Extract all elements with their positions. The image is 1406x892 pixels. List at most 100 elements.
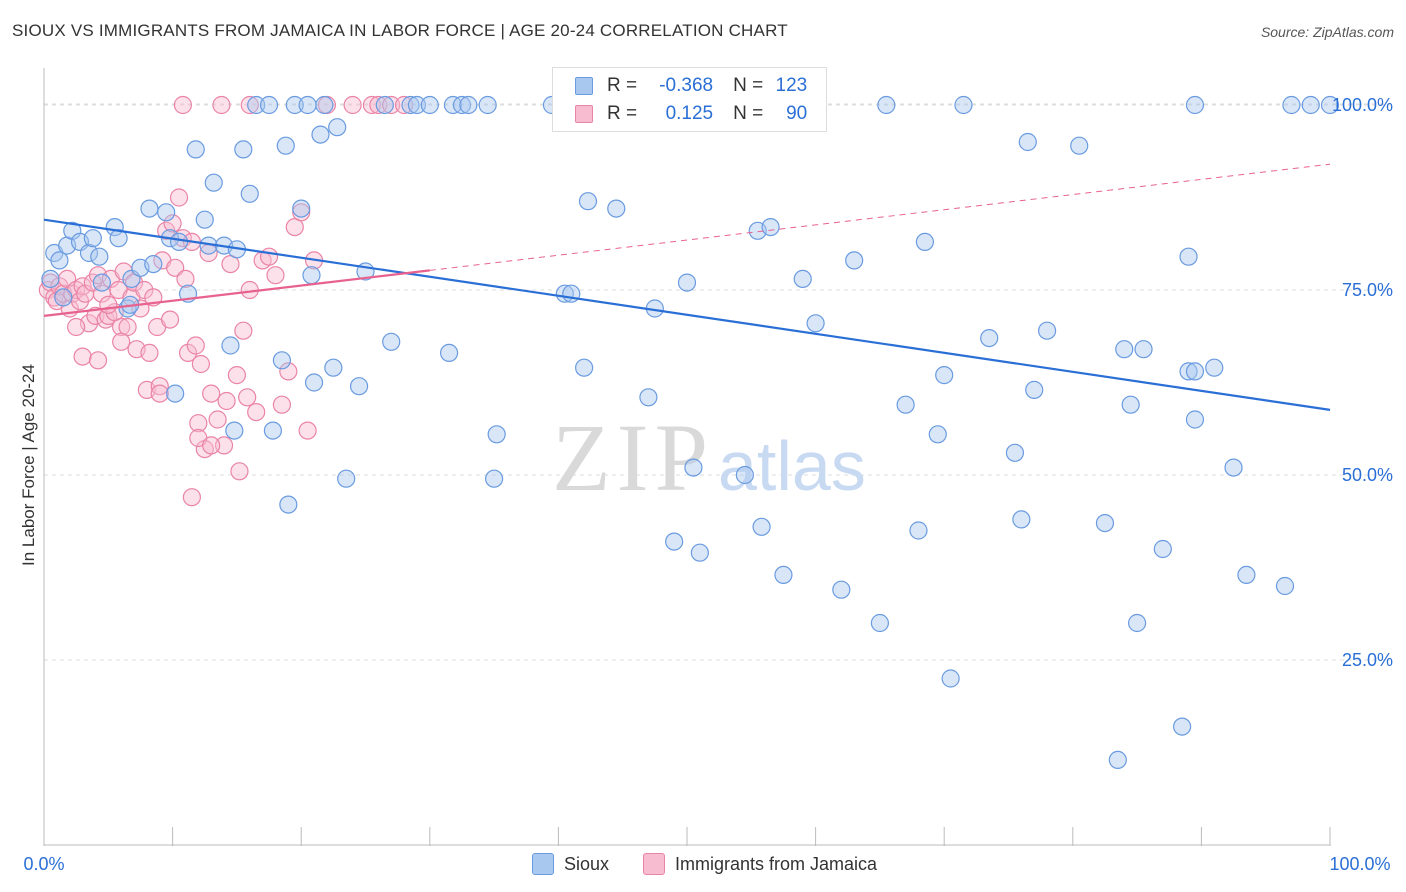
sioux-point bbox=[665, 532, 684, 551]
jamaica-point bbox=[247, 403, 266, 422]
jamaica-point bbox=[86, 306, 105, 325]
sioux-point bbox=[1095, 513, 1115, 533]
jamaica-point bbox=[88, 351, 108, 370]
sioux-point bbox=[285, 95, 304, 115]
sioux-point bbox=[315, 95, 334, 115]
sioux-point bbox=[677, 273, 697, 292]
watermark-atlas: atlas bbox=[718, 427, 866, 505]
sioux-point bbox=[1224, 458, 1243, 477]
sioux-point bbox=[439, 343, 459, 362]
sioux-point bbox=[276, 136, 295, 155]
sioux-legend-label: Sioux bbox=[564, 853, 610, 874]
sioux-point bbox=[204, 173, 223, 192]
jamaica-point bbox=[382, 95, 401, 115]
jamaica-point bbox=[99, 295, 118, 314]
sioux-point bbox=[90, 247, 109, 266]
r-value: 0.125 bbox=[665, 103, 714, 124]
sioux-point bbox=[221, 336, 240, 355]
sioux-point bbox=[298, 95, 317, 115]
jamaica-swatch bbox=[575, 105, 593, 123]
sioux-point bbox=[478, 95, 497, 115]
sioux-point bbox=[1127, 613, 1147, 633]
jamaica-point bbox=[169, 188, 189, 207]
sioux-point bbox=[144, 255, 163, 274]
n-label: N = bbox=[733, 103, 764, 124]
sioux-point bbox=[575, 358, 594, 377]
sioux-point bbox=[157, 203, 176, 222]
jamaica-point bbox=[176, 269, 195, 288]
jamaica-point bbox=[279, 362, 298, 381]
trend-lines bbox=[43, 163, 1331, 411]
tick-labels: 25.0% 50.0% 75.0% 100.0% 0.0% 100.0% bbox=[23, 95, 1393, 874]
sioux-point bbox=[311, 125, 330, 144]
jamaica-point bbox=[217, 391, 236, 411]
sioux-point bbox=[1179, 362, 1198, 381]
jamaica-trend-extension bbox=[429, 163, 1331, 271]
sioux-point bbox=[690, 543, 709, 562]
jamaica-point bbox=[298, 421, 317, 440]
jamaica-point bbox=[214, 436, 234, 455]
sioux-point bbox=[870, 613, 890, 633]
sioux-point bbox=[420, 95, 439, 115]
n-value: 123 bbox=[775, 75, 808, 96]
sioux-point bbox=[1301, 95, 1320, 115]
sioux-point bbox=[328, 118, 347, 137]
jamaica-swatch bbox=[643, 853, 665, 875]
sioux-swatch bbox=[575, 77, 593, 95]
sioux-point bbox=[247, 95, 266, 115]
sioux-point bbox=[915, 232, 935, 251]
sioux-point bbox=[832, 580, 851, 599]
sioux-point bbox=[1121, 395, 1140, 414]
sioux-point bbox=[1185, 362, 1205, 381]
chart-title: SIOUX VS IMMIGRANTS FROM JAMAICA IN LABO… bbox=[12, 21, 788, 40]
watermark-zip: ZIP bbox=[552, 404, 714, 511]
jamaica-point bbox=[272, 395, 292, 414]
sioux-point bbox=[1005, 443, 1025, 462]
jamaica-point bbox=[202, 436, 221, 455]
sioux-point bbox=[459, 95, 478, 115]
sioux-point bbox=[263, 421, 283, 440]
sioux-point bbox=[909, 521, 928, 540]
sioux-point bbox=[324, 358, 343, 377]
axes bbox=[43, 68, 1331, 846]
jamaica-point bbox=[202, 384, 221, 403]
r-label: R = bbox=[607, 75, 638, 96]
sioux-point bbox=[941, 669, 960, 688]
jamaica-points bbox=[38, 95, 414, 507]
sioux-point bbox=[928, 425, 947, 444]
r-value: -0.368 bbox=[659, 75, 714, 96]
jamaica-point bbox=[73, 277, 92, 296]
jamaica-trend-line bbox=[43, 269, 430, 317]
sioux-point bbox=[304, 373, 324, 392]
jamaica-point bbox=[73, 347, 92, 366]
sioux-point bbox=[684, 458, 703, 477]
bottom-legend-jamaica: Immigrants from Jamaica bbox=[643, 851, 877, 877]
sioux-point bbox=[607, 199, 626, 218]
sioux-point bbox=[1115, 340, 1134, 359]
jamaica-point bbox=[112, 332, 131, 351]
sioux-point bbox=[935, 366, 954, 385]
jamaica-point bbox=[212, 95, 231, 115]
x-tick-label: 100.0% bbox=[1329, 854, 1390, 874]
sioux-point bbox=[774, 565, 793, 585]
sioux-point bbox=[401, 95, 420, 115]
sioux-point bbox=[793, 269, 812, 288]
sioux-point bbox=[272, 351, 292, 370]
sioux-point bbox=[1237, 565, 1256, 585]
jamaica-point bbox=[150, 377, 169, 396]
jamaica-point bbox=[234, 321, 253, 340]
legend-row-jamaica: R = 0.125 N = 90 bbox=[575, 100, 807, 128]
jamaica-point bbox=[112, 317, 131, 337]
chart-source: Source: ZipAtlas.com bbox=[1260, 24, 1394, 40]
y-tick-label: 75.0% bbox=[1342, 280, 1393, 300]
sioux-point bbox=[166, 384, 185, 403]
jamaica-point bbox=[186, 336, 205, 355]
sioux-point bbox=[452, 95, 472, 115]
sioux-point bbox=[1282, 95, 1301, 115]
sioux-point bbox=[1025, 380, 1044, 399]
sioux-point bbox=[169, 232, 189, 251]
jamaica-point bbox=[173, 95, 192, 115]
n-label: N = bbox=[733, 75, 764, 96]
sioux-point bbox=[1018, 132, 1037, 152]
